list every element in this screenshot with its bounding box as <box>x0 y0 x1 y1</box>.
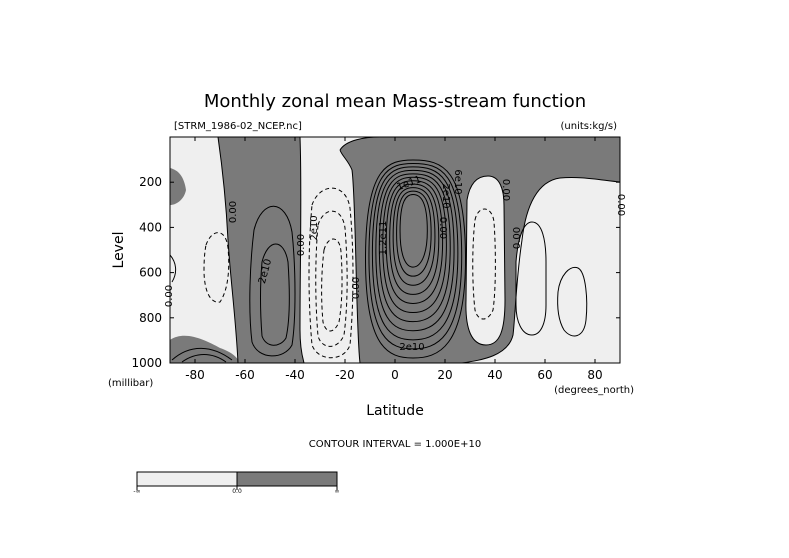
contour-label: 6e10 <box>452 169 463 194</box>
x-tick-label: 80 <box>587 368 602 382</box>
contour-polar-2 <box>181 354 227 363</box>
x-tick-label: -60 <box>235 368 255 382</box>
contour-interval-label: CONTOUR INTERVAL = 1.000E+10 <box>309 439 481 450</box>
positive-region-polar-edge <box>170 335 240 363</box>
hadley-contour-line <box>371 166 459 341</box>
hadley-contour-line <box>392 187 436 286</box>
hadley-cell-contours <box>364 159 467 359</box>
contour-southern-cell-2e10 <box>260 243 290 346</box>
zero-contour-north <box>461 177 620 363</box>
hadley-contour-line <box>378 173 451 323</box>
colorbar-negative-swatch <box>136 471 238 487</box>
y-unit-label: (millibar) <box>108 378 153 389</box>
x-axis-ticks: -80 -60 -40 -20 0 20 40 60 80 <box>185 137 603 382</box>
contour-label: 0.00 <box>351 277 362 299</box>
x-tick-label: 20 <box>437 368 452 382</box>
x-tick-label: -40 <box>285 368 305 382</box>
zero-contour-south-inner <box>299 137 305 363</box>
y-axis-title: Level <box>111 232 127 269</box>
colorbar-positive-swatch <box>236 471 338 487</box>
hadley-contour-line <box>399 194 428 268</box>
x-tick-label: 60 <box>537 368 552 382</box>
positive-region-southern-cell <box>218 137 304 363</box>
positive-region-north-pole <box>170 168 186 205</box>
x-unit-label: (degrees_north) <box>554 385 634 396</box>
contour-neg-tropic-2 <box>315 210 348 347</box>
contour-north-pole-1 <box>170 254 177 283</box>
chart-title: Monthly zonal mean Mass-stream function <box>204 91 586 112</box>
colorbar-tick-mid: 0.0 <box>232 488 242 495</box>
contour-label: 0.00 <box>437 217 448 239</box>
hadley-contour-line <box>368 162 463 350</box>
y-tick-label: 600 <box>139 266 162 280</box>
units-label: (units:kg/s) <box>561 121 618 132</box>
y-axis-ticks: 200 400 600 800 1000 <box>131 175 620 370</box>
contour-label: 1.2e11 <box>378 221 389 256</box>
x-tick-label: 0 <box>391 368 399 382</box>
contour-label: 2e10 <box>440 183 451 208</box>
plot-area <box>170 137 620 363</box>
hadley-contour-line <box>389 183 440 295</box>
y-tick-label: 400 <box>139 220 162 234</box>
hadley-contour-line <box>364 159 467 359</box>
contour-north-positive <box>557 266 588 337</box>
y-tick-label: 1000 <box>131 356 162 370</box>
hadley-contour-line <box>375 169 455 332</box>
file-label: [STRM_1986-02_NCEP.nc] <box>174 121 302 132</box>
zero-contour-south <box>217 137 239 363</box>
contour-label: 0.00 <box>228 201 239 223</box>
x-tick-label: -80 <box>185 368 205 382</box>
contour-neg-north-1 <box>472 208 496 320</box>
contour-neg-south-1 <box>203 232 230 303</box>
negative-region-northern-cell <box>465 175 506 346</box>
contour-label: 0.00 <box>512 227 523 249</box>
hadley-contour-line <box>385 180 444 304</box>
contour-label: 0.00 <box>296 234 307 256</box>
contour-neg-tropic-1 <box>308 187 354 359</box>
x-tick-label: 40 <box>487 368 502 382</box>
contour-label: 2e10 <box>309 215 320 240</box>
negative-region-ferrel-cell <box>515 221 547 336</box>
contour-label: 0.00 <box>615 194 626 216</box>
hadley-contour-line <box>396 190 432 277</box>
contour-label: 2e10 <box>399 342 424 353</box>
x-axis-title: Latitude <box>366 403 424 419</box>
y-tick-label: 200 <box>139 175 162 189</box>
hadley-contour-line <box>382 176 447 314</box>
contour-neg-tropic-3 <box>321 238 343 332</box>
colorbar: -∞ 0.0 ∞ <box>133 471 340 495</box>
contour-label: 0.00 <box>500 179 511 201</box>
colorbar-tick-low: -∞ <box>133 488 140 495</box>
contour-southern-cell-1e10 <box>249 205 296 357</box>
contour-polar-1 <box>171 347 233 361</box>
contour-label: 0.00 <box>164 285 175 307</box>
x-tick-label: -20 <box>335 368 355 382</box>
colorbar-tick-high: ∞ <box>335 488 340 495</box>
y-tick-label: 800 <box>139 311 162 325</box>
